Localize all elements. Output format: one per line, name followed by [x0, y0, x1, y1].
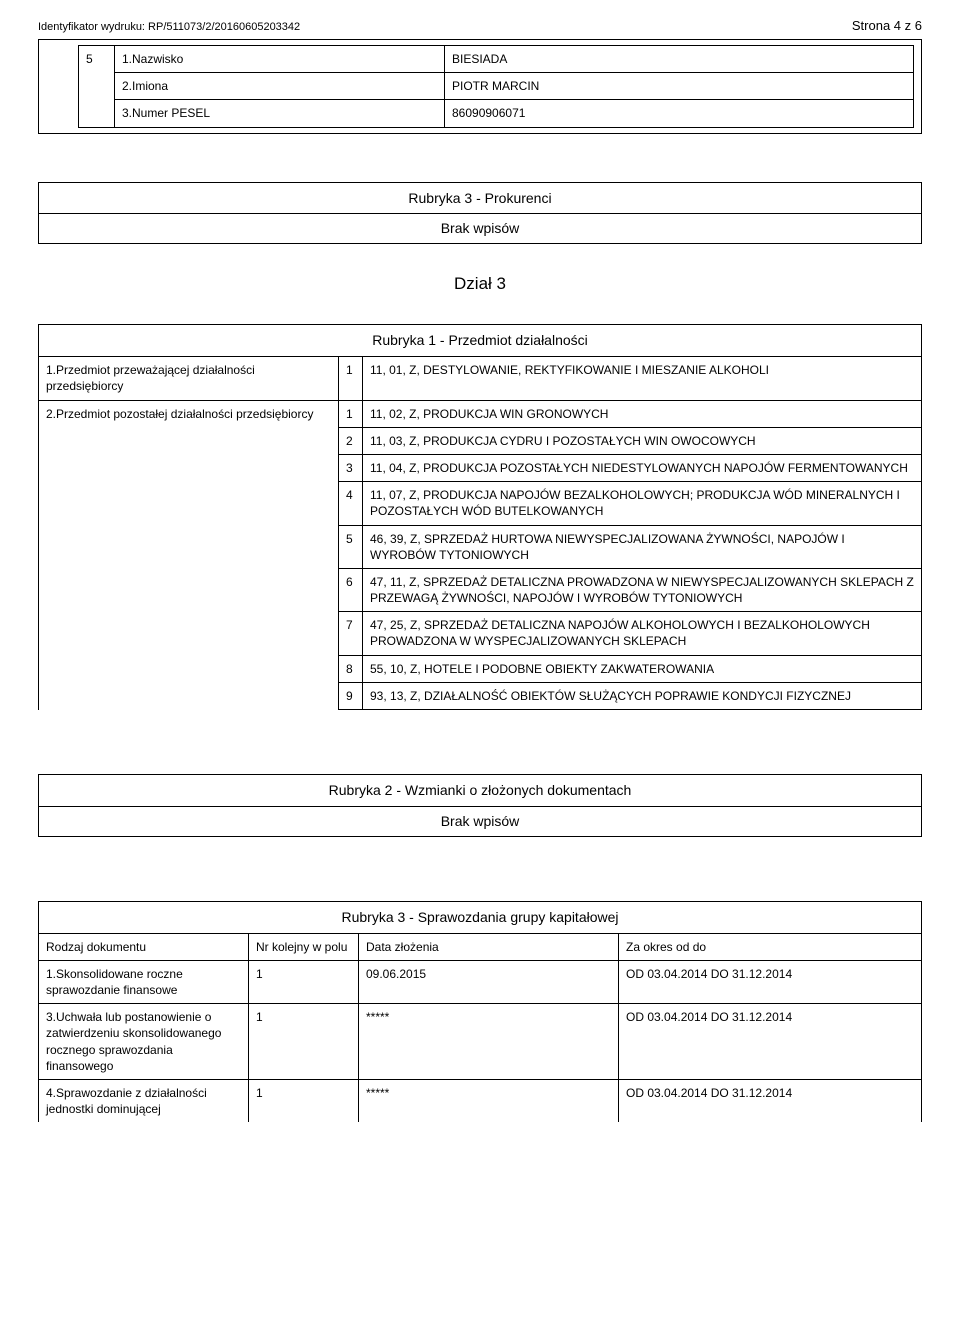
page: Identyfikator wydruku: RP/511073/2/20160…	[0, 0, 960, 1152]
page-header: Identyfikator wydruku: RP/511073/2/20160…	[38, 18, 922, 33]
activity-num: 2	[339, 427, 363, 454]
activity-num: 5	[339, 525, 363, 568]
doc-period: OD 03.04.2014 DO 31.12.2014	[619, 960, 922, 1003]
rubryka-title: Rubryka 3 - Prokurenci	[39, 182, 922, 214]
person-field-value: PIOTR MARCIN	[445, 73, 914, 100]
activity-text: 47, 25, Z, SPRZEDAŻ DETALICZNA NAPOJÓW A…	[363, 612, 922, 655]
table-row: 5 1.Nazwisko BIESIADA	[79, 46, 914, 73]
activity-num: 3	[339, 454, 363, 481]
doc-date: *****	[359, 1004, 619, 1080]
activity-text: 11, 01, Z, DESTYLOWANIE, REKTYFIKOWANIE …	[363, 357, 922, 400]
rubryka-title: Rubryka 3 - Sprawozdania grupy kapitałow…	[39, 901, 922, 933]
rubryka-przedmiot: Rubryka 1 - Przedmiot działalności 1.Prz…	[38, 324, 922, 710]
doc-period: OD 03.04.2014 DO 31.12.2014	[619, 1004, 922, 1080]
table-header-row: Rodzaj dokumentu Nr kolejny w polu Data …	[39, 933, 922, 960]
doc-type: 1.Skonsolidowane roczne sprawozdanie fin…	[39, 960, 249, 1003]
person-field-value: 86090906071	[445, 100, 914, 127]
activity-text: 55, 10, Z, HOTELE I PODOBNE OBIEKTY ZAKW…	[363, 655, 922, 682]
col-header: Za okres od do	[619, 933, 922, 960]
activity-text: 11, 02, Z, PRODUKCJA WIN GRONOWYCH	[363, 400, 922, 427]
doc-date: 09.06.2015	[359, 960, 619, 1003]
rubryka-sprawozdania: Rubryka 3 - Sprawozdania grupy kapitałow…	[38, 901, 922, 1123]
rubryka-prokurenci: Rubryka 3 - Prokurenci Brak wpisów	[38, 182, 922, 245]
activity-num: 7	[339, 612, 363, 655]
activity-text: 46, 39, Z, SPRZEDAŻ HURTOWA NIEWYSPECJAL…	[363, 525, 922, 568]
activity-text: 11, 03, Z, PRODUKCJA CYDRU I POZOSTAŁYCH…	[363, 427, 922, 454]
person-outer-table: 5 1.Nazwisko BIESIADA 2.Imiona PIOTR MAR…	[38, 39, 922, 134]
table-row: 3.Uchwała lub postanowienie o zatwierdze…	[39, 1004, 922, 1080]
brak-wpisow: Brak wpisów	[39, 806, 922, 836]
activity-group-label: 1.Przedmiot przeważającej działalności p…	[39, 357, 339, 400]
activity-group-label: 2.Przedmiot pozostałej działalności prze…	[39, 400, 339, 709]
table-row: 4.Sprawozdanie z działalności jednostki …	[39, 1080, 922, 1123]
activity-num: 8	[339, 655, 363, 682]
table-row: 2.Imiona PIOTR MARCIN	[79, 73, 914, 100]
activity-num: 9	[339, 682, 363, 709]
activity-text: 93, 13, Z, DZIAŁALNOŚĆ OBIEKTÓW SŁUŻĄCYC…	[363, 682, 922, 709]
activity-num: 1	[339, 400, 363, 427]
rubryka-title: Rubryka 2 - Wzmianki o złożonych dokumen…	[39, 775, 922, 807]
activity-text: 47, 11, Z, SPRZEDAŻ DETALICZNA PROWADZON…	[363, 568, 922, 611]
table-row: 1.Skonsolidowane roczne sprawozdanie fin…	[39, 960, 922, 1003]
activity-num: 4	[339, 482, 363, 525]
person-index: 5	[79, 46, 115, 128]
col-header: Rodzaj dokumentu	[39, 933, 249, 960]
activity-text: 11, 07, Z, PRODUKCJA NAPOJÓW BEZALKOHOLO…	[363, 482, 922, 525]
rubryka-wzmianki: Rubryka 2 - Wzmianki o złożonych dokumen…	[38, 774, 922, 837]
person-field-label: 3.Numer PESEL	[115, 100, 445, 127]
table-row: 2.Przedmiot pozostałej działalności prze…	[39, 400, 922, 427]
doc-date: *****	[359, 1080, 619, 1123]
col-header: Nr kolejny w polu	[249, 933, 359, 960]
person-field-label: 1.Nazwisko	[115, 46, 445, 73]
print-identifier: Identyfikator wydruku: RP/511073/2/20160…	[38, 21, 300, 33]
doc-type: 4.Sprawozdanie z działalności jednostki …	[39, 1080, 249, 1123]
col-header: Data złożenia	[359, 933, 619, 960]
rubryka-title: Rubryka 1 - Przedmiot działalności	[39, 325, 922, 357]
doc-seq: 1	[249, 1080, 359, 1123]
activity-num: 6	[339, 568, 363, 611]
doc-seq: 1	[249, 960, 359, 1003]
doc-seq: 1	[249, 1004, 359, 1080]
person-field-label: 2.Imiona	[115, 73, 445, 100]
activity-text: 11, 04, Z, PRODUKCJA POZOSTAŁYCH NIEDEST…	[363, 454, 922, 481]
doc-type: 3.Uchwała lub postanowienie o zatwierdze…	[39, 1004, 249, 1080]
activity-num: 1	[339, 357, 363, 400]
person-field-value: BIESIADA	[445, 46, 914, 73]
brak-wpisow: Brak wpisów	[39, 214, 922, 244]
dzial-title: Dział 3	[38, 266, 922, 302]
table-row: 3.Numer PESEL 86090906071	[79, 100, 914, 127]
doc-period: OD 03.04.2014 DO 31.12.2014	[619, 1080, 922, 1123]
person-table: 5 1.Nazwisko BIESIADA 2.Imiona PIOTR MAR…	[78, 45, 914, 128]
page-number: Strona 4 z 6	[852, 18, 922, 33]
table-row: 1.Przedmiot przeważającej działalności p…	[39, 357, 922, 400]
